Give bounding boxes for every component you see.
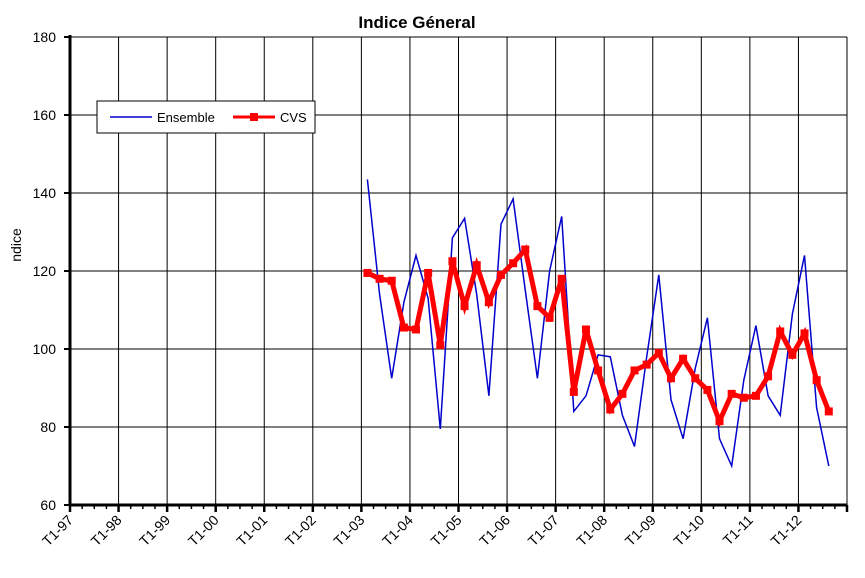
x-tick-label: T1-00 xyxy=(185,512,222,549)
data-point-cvs xyxy=(545,313,554,322)
x-tick-labels: T1-97 T1-98 T1-99 T1-00 T1-01 T1-02 T1-03 T1-04… xyxy=(39,512,805,549)
data-point-cvs xyxy=(460,302,469,311)
data-point-cvs xyxy=(533,302,542,311)
axes xyxy=(64,35,849,512)
y-tick-label: 80 xyxy=(40,419,56,435)
data-point-cvs xyxy=(727,389,736,398)
x-tick-label: T1-10 xyxy=(670,512,707,549)
data-point-cvs xyxy=(557,274,566,283)
x-tick-label: T1-02 xyxy=(282,512,319,549)
y-tick-label: 180 xyxy=(33,29,57,45)
data-point-cvs xyxy=(776,327,785,336)
data-point-cvs xyxy=(703,385,712,394)
chart-title: Indice Géneral xyxy=(358,13,475,32)
data-point-cvs xyxy=(436,341,445,350)
data-point-cvs xyxy=(375,274,384,283)
data-point-cvs xyxy=(679,354,688,363)
x-tick-label: T1-05 xyxy=(427,512,464,549)
x-tick-label: T1-09 xyxy=(622,512,659,549)
data-point-cvs xyxy=(472,261,481,270)
y-tick-label: 60 xyxy=(40,497,56,513)
x-tick-label: T1-99 xyxy=(136,512,173,549)
y-tick-label: 140 xyxy=(33,185,57,201)
data-point-cvs xyxy=(424,268,433,277)
y-tick-label: 160 xyxy=(33,107,57,123)
data-point-cvs xyxy=(691,374,700,383)
data-point-cvs xyxy=(594,366,603,375)
x-tick-label: T1-12 xyxy=(767,512,804,549)
x-tick-label: T1-97 xyxy=(39,512,76,549)
legend-cvs-marker xyxy=(250,113,258,121)
x-tick-label: T1-98 xyxy=(88,512,125,549)
data-point-cvs xyxy=(764,372,773,381)
y-tick-label: 100 xyxy=(33,341,57,357)
data-point-cvs xyxy=(521,245,530,254)
data-point-cvs xyxy=(448,257,457,266)
legend: Ensemble CVS xyxy=(96,100,316,134)
data-point-cvs xyxy=(788,350,797,359)
y-axis-label: ndice xyxy=(8,228,24,262)
data-point-cvs xyxy=(666,374,675,383)
data-point-cvs xyxy=(715,417,724,426)
data-point-cvs xyxy=(618,389,627,398)
x-tick-label: T1-07 xyxy=(525,512,562,549)
y-tick-labels: 60 80 100 120 140 160 180 xyxy=(33,29,57,513)
legend-cvs-label: CVS xyxy=(280,110,307,125)
legend-ensemble-label: Ensemble xyxy=(157,110,215,125)
data-point-cvs xyxy=(412,325,421,334)
data-point-cvs xyxy=(496,270,505,279)
data-point-cvs xyxy=(399,323,408,332)
data-point-cvs xyxy=(569,387,578,396)
x-tick-label: T1-06 xyxy=(476,512,513,549)
data-point-cvs xyxy=(824,407,833,416)
data-point-cvs xyxy=(654,348,663,357)
x-tick-label: T1-08 xyxy=(573,512,610,549)
data-point-cvs xyxy=(484,298,493,307)
data-point-cvs xyxy=(630,366,639,375)
data-point-cvs xyxy=(800,329,809,338)
data-point-cvs xyxy=(739,393,748,402)
data-point-cvs xyxy=(606,405,615,414)
data-point-cvs xyxy=(751,391,760,400)
data-point-cvs xyxy=(363,268,372,277)
data-point-cvs xyxy=(387,276,396,285)
x-tick-label: T1-01 xyxy=(233,512,270,549)
data-point-cvs xyxy=(812,376,821,385)
x-tick-label: T1-11 xyxy=(720,512,757,549)
data-point-cvs xyxy=(642,360,651,369)
x-tick-label: T1-04 xyxy=(379,512,416,549)
data-point-cvs xyxy=(581,325,590,334)
data-point-cvs xyxy=(509,259,518,268)
x-tick-label: T1-03 xyxy=(330,512,367,549)
y-tick-label: 120 xyxy=(33,263,57,279)
series-line-ensemble xyxy=(366,179,830,469)
series-group xyxy=(363,179,833,469)
